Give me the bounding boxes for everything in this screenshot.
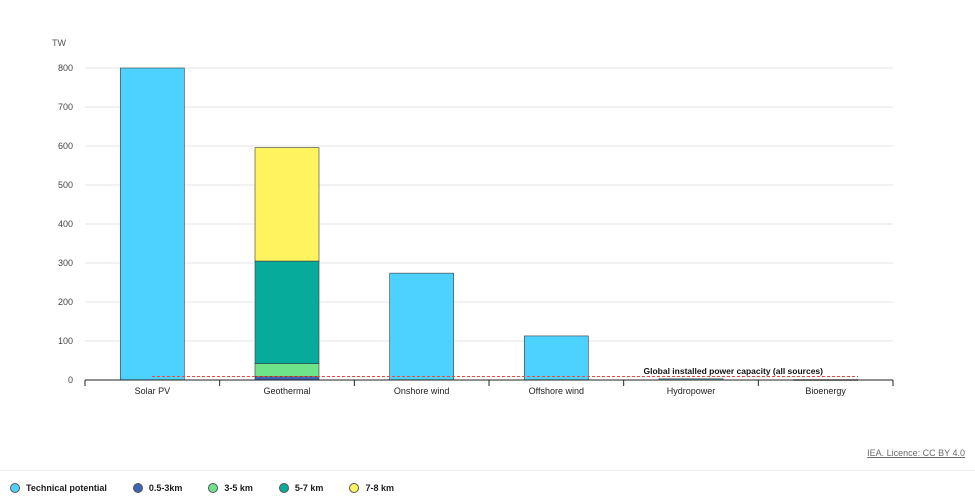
chart-legend: Technical potential 0.5-3km 3-5 km 5-7 km 7-… — [10, 483, 394, 493]
y-tick-label: 200 — [58, 297, 73, 307]
y-axis-unit-label: TW — [52, 38, 66, 48]
y-tick-label: 0 — [68, 375, 73, 385]
grid-lines — [85, 67, 893, 342]
x-tick-label: Geothermal — [263, 386, 310, 396]
y-tick-label: 700 — [58, 102, 73, 112]
x-axis: Solar PV Geothermal Onshore wind Offshore w… — [84, 379, 894, 396]
bar-segment — [254, 260, 320, 364]
bar-segment — [524, 335, 589, 381]
x-tick-label: Offshore wind — [529, 386, 584, 396]
y-tick-label: 100 — [58, 336, 73, 346]
legend-label: 5-7 km — [294, 483, 324, 493]
legend-swatch — [278, 483, 289, 493]
legend-swatch — [132, 483, 143, 493]
y-tick-label: 400 — [58, 219, 73, 229]
legend-label: 0.5-3km — [148, 483, 183, 493]
bars — [120, 67, 858, 381]
x-tick-label: Bioenergy — [805, 386, 846, 396]
y-tick-label: 600 — [58, 141, 73, 151]
reference-line: Global installed power capacity (all sou… — [152, 366, 858, 377]
legend-item[interactable]: 3-5 km — [208, 483, 253, 493]
reference-line-label: Global installed power capacity (all sou… — [643, 366, 823, 376]
legend-item[interactable]: Technical potential — [10, 483, 107, 493]
footer-divider — [0, 470, 975, 471]
legend-item[interactable]: 0.5-3km — [132, 483, 183, 493]
legend-item[interactable]: 5-7 km — [278, 483, 324, 493]
y-axis: 0 100 200 300 400 500 600 700 800 — [58, 63, 73, 385]
y-tick-label: 300 — [58, 258, 73, 268]
bar-segment — [254, 363, 320, 377]
legend-label: 7-8 km — [365, 483, 394, 493]
x-tick-label: Solar PV — [135, 386, 171, 396]
legend-swatch — [208, 483, 219, 493]
y-tick-label: 500 — [58, 180, 73, 190]
bar-segment — [120, 67, 185, 381]
y-tick-label: 800 — [58, 63, 73, 73]
x-tick-label: Onshore wind — [394, 386, 450, 396]
bar-segment — [254, 376, 320, 381]
legend-item[interactable]: 7-8 km — [349, 483, 394, 493]
license-credit-link[interactable]: IEA. Licence: CC BY 4.0 — [867, 448, 965, 458]
legend-label: 3-5 km — [224, 483, 253, 493]
bar-segment — [254, 147, 320, 262]
x-tick-label: Hydropower — [667, 386, 716, 396]
legend-swatch — [349, 483, 360, 493]
bar-segment — [389, 272, 454, 381]
legend-swatch — [10, 483, 20, 493]
legend-label: Technical potential — [26, 483, 107, 493]
